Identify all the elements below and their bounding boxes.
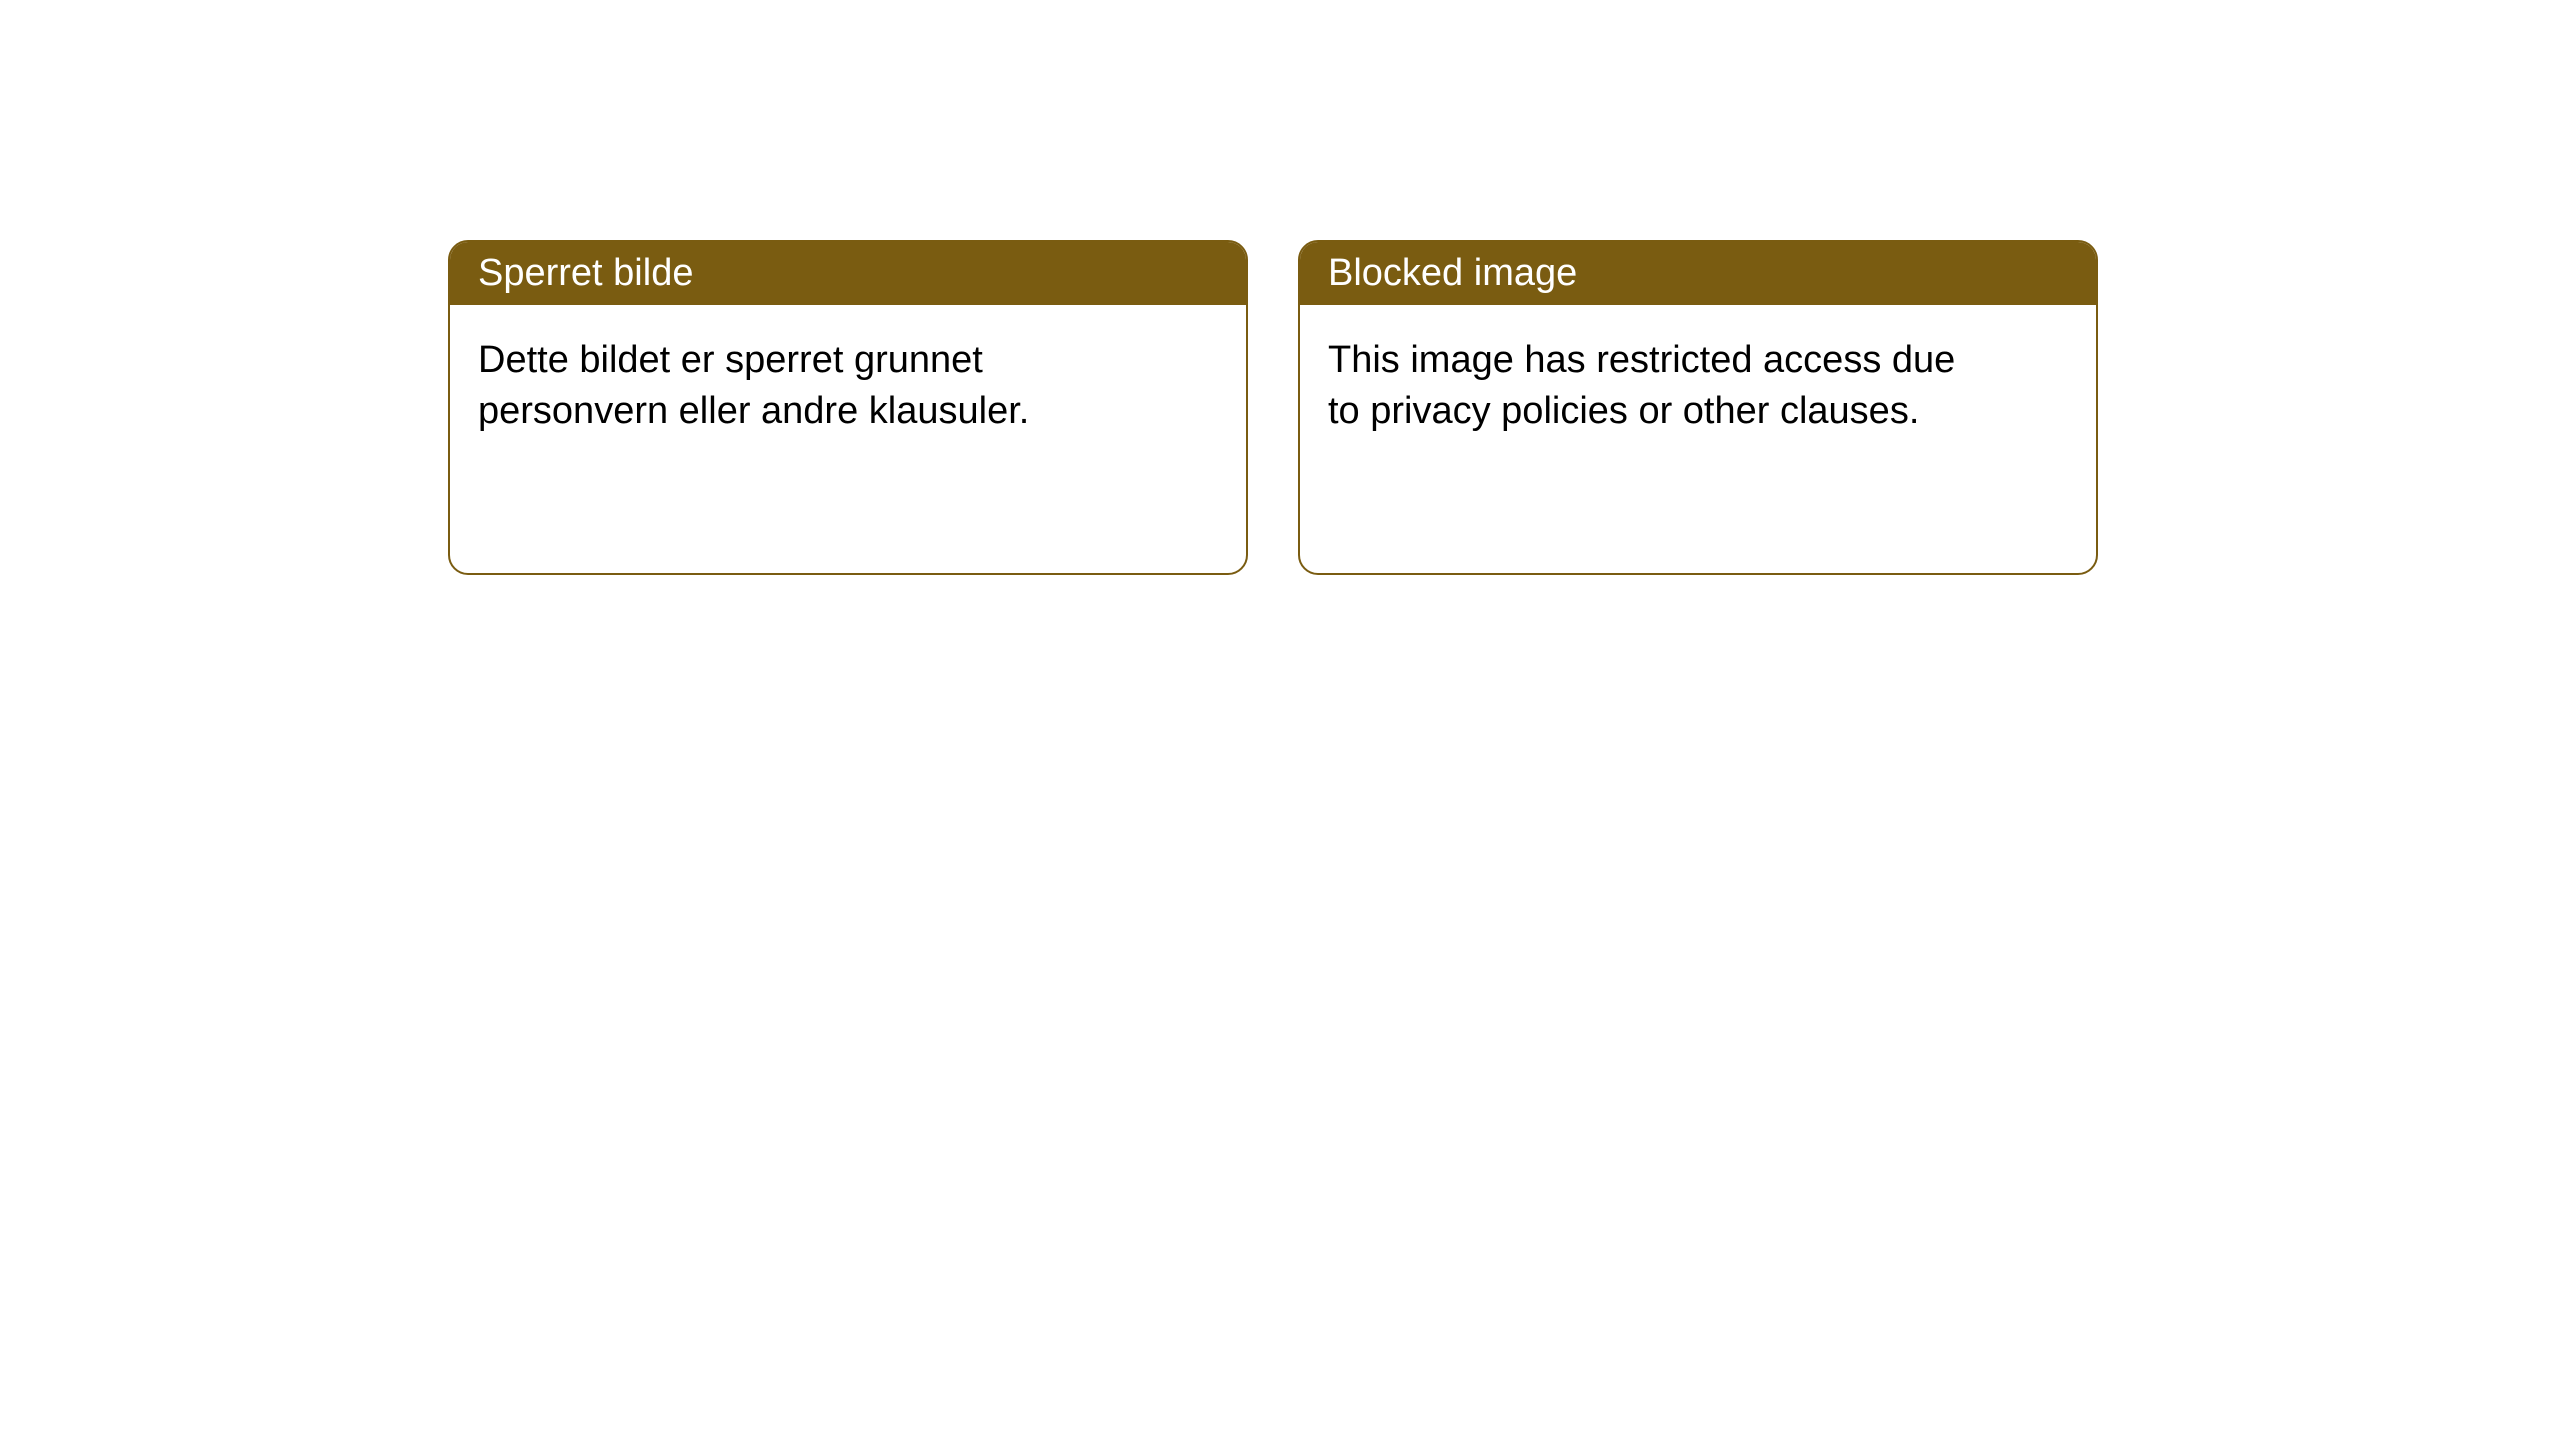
notice-card-norwegian: Sperret bilde Dette bildet er sperret gr… — [448, 240, 1248, 575]
notice-title-norwegian: Sperret bilde — [450, 242, 1246, 305]
notice-card-english: Blocked image This image has restricted … — [1298, 240, 2098, 575]
notice-container: Sperret bilde Dette bildet er sperret gr… — [0, 0, 2560, 575]
notice-message-norwegian: Dette bildet er sperret grunnet personve… — [450, 305, 1150, 468]
notice-title-english: Blocked image — [1300, 242, 2096, 305]
notice-message-english: This image has restricted access due to … — [1300, 305, 2000, 468]
